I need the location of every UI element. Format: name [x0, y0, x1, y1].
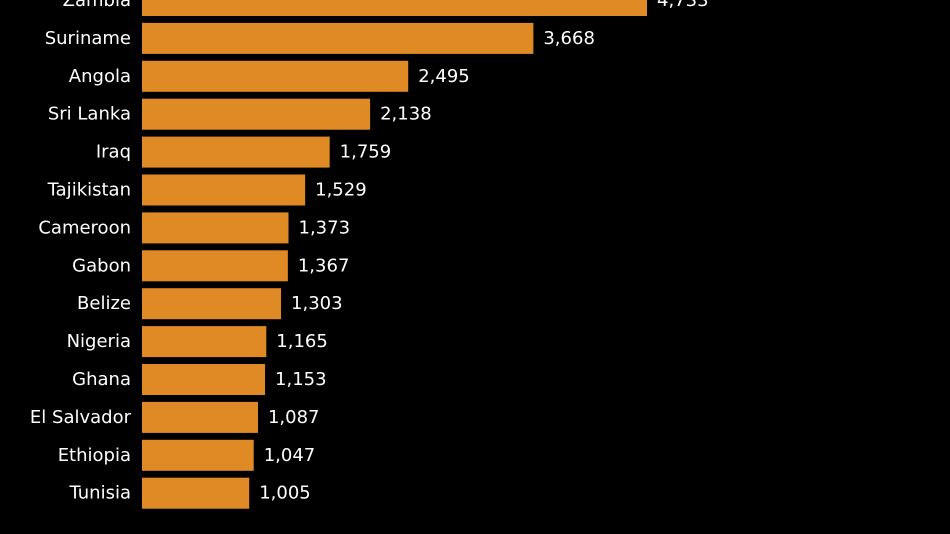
bar-sri-lanka: [142, 98, 371, 130]
bar-ethiopia: [142, 439, 254, 471]
bar-angola: [142, 60, 409, 92]
category-label: Zambia: [63, 0, 131, 11]
value-label: 1,303: [291, 293, 343, 314]
bar-tunisia: [142, 477, 250, 509]
category-label: Ethiopia: [58, 445, 131, 466]
value-label: 1,005: [259, 483, 311, 504]
value-label: 4,733: [657, 0, 709, 11]
category-label: Ghana: [72, 369, 131, 390]
category-label: Angola: [69, 66, 131, 87]
category-label: Cameroon: [38, 217, 131, 238]
bar-zambia: [142, 0, 647, 16]
category-label: Tajikistan: [47, 180, 131, 201]
category-label: Gabon: [72, 255, 131, 276]
bar-belize: [142, 288, 282, 320]
category-label: Suriname: [45, 28, 131, 49]
bar-cameroon: [142, 212, 289, 244]
value-label: 2,495: [418, 66, 470, 87]
value-label: 1,529: [315, 180, 367, 201]
category-label: Sri Lanka: [48, 104, 131, 125]
value-label: 1,367: [298, 255, 350, 276]
value-label: 1,165: [276, 331, 328, 352]
category-label: Nigeria: [67, 331, 131, 352]
category-label: Tunisia: [69, 483, 132, 504]
value-label: 1,153: [275, 369, 327, 390]
bar-iraq: [142, 136, 330, 168]
bar-suriname: [142, 22, 534, 54]
value-label: 3,668: [543, 28, 595, 49]
value-label: 1,373: [299, 217, 351, 238]
bar-gabon: [142, 250, 288, 282]
bar-ghana: [142, 364, 266, 395]
value-label: 1,759: [340, 142, 392, 163]
category-label: Belize: [77, 293, 131, 314]
category-label: Iraq: [96, 142, 131, 163]
value-label: 2,138: [380, 104, 432, 125]
value-label: 1,087: [268, 407, 320, 428]
bar-el-salvador: [142, 401, 258, 433]
bar-tajikistan: [142, 174, 306, 206]
labels-layer: Zambia 4,733 Suriname 3,668 Angola 2,495 Sri L…: [30, 0, 709, 504]
category-label: El Salvador: [30, 407, 132, 428]
bars-layer: [142, 0, 647, 509]
value-label: 1,047: [264, 445, 316, 466]
bar-nigeria: [142, 326, 267, 358]
